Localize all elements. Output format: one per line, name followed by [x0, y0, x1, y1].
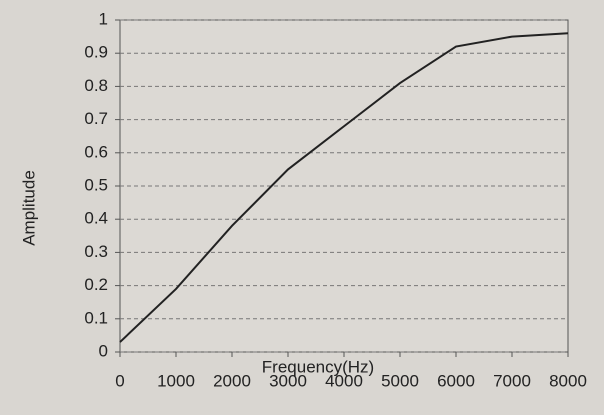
y-tick-label: 0.8 [84, 76, 108, 95]
y-axis-label: Amplitude [19, 170, 38, 246]
y-tick-label: 0.5 [84, 175, 108, 194]
x-tick-label: 2000 [213, 371, 251, 390]
y-tick-label: 0.6 [84, 142, 108, 161]
y-tick-label: 0.7 [84, 109, 108, 128]
x-tick-label: 1000 [157, 371, 195, 390]
y-tick-label: 0.3 [84, 242, 108, 261]
x-tick-label: 4000 [325, 371, 363, 390]
x-tick-label: 7000 [493, 371, 531, 390]
y-tick-label: 0.4 [84, 209, 108, 228]
x-tick-label: 8000 [549, 371, 587, 390]
y-tick-label: 1 [99, 9, 108, 28]
chart: Amplitude Frequency(Hz) 00.10.20.30.40.5… [0, 0, 604, 415]
y-tick-label: 0.1 [84, 308, 108, 327]
y-tick-label: 0.9 [84, 43, 108, 62]
x-tick-label: 0 [115, 371, 124, 390]
y-tick-label: 0 [99, 341, 108, 360]
x-tick-label: 6000 [437, 371, 475, 390]
x-tick-label: 3000 [269, 371, 307, 390]
x-tick-label: 5000 [381, 371, 419, 390]
y-tick-label: 0.2 [84, 275, 108, 294]
